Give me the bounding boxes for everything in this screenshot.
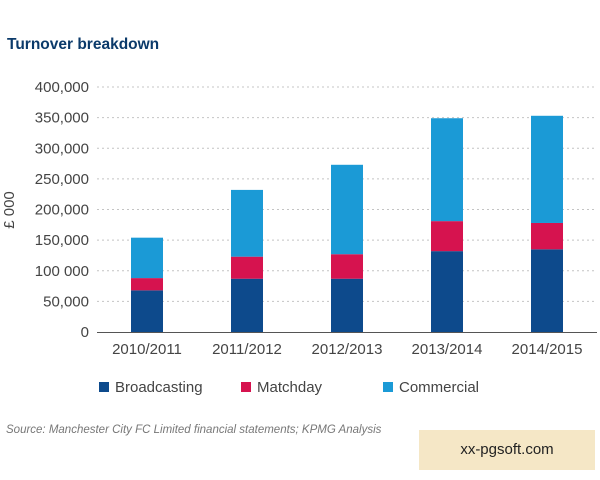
bar-segment-commercial bbox=[531, 115, 563, 223]
y-tick-label: 400,000 bbox=[35, 79, 89, 96]
y-tick-label: 300,000 bbox=[35, 140, 89, 157]
y-tick-label: 250,000 bbox=[35, 171, 89, 188]
legend: Broadcasting Matchday Commercial bbox=[99, 379, 479, 396]
chart-title: Turnover breakdown bbox=[7, 36, 160, 53]
bar-segment-matchday bbox=[131, 278, 163, 291]
bar-segment-commercial bbox=[331, 164, 363, 255]
y-tick-label: 200,000 bbox=[35, 202, 89, 219]
bars bbox=[131, 115, 563, 332]
y-tick-label: 350,000 bbox=[35, 110, 89, 127]
legend-label-commercial: Commercial bbox=[399, 379, 479, 396]
bar-segment-matchday bbox=[331, 254, 363, 279]
watermark: xx-pgsoft.com bbox=[419, 430, 595, 470]
x-tick-label: 2014/2015 bbox=[512, 341, 583, 358]
bar-segment-commercial bbox=[131, 237, 163, 279]
x-tick-label: 2013/2014 bbox=[412, 341, 483, 358]
y-axis-label: £ 000 bbox=[1, 191, 18, 229]
bar-segment-matchday bbox=[231, 256, 263, 279]
bar-segment-broadcasting bbox=[131, 290, 163, 332]
legend-swatch-commercial bbox=[383, 382, 393, 392]
legend-label-broadcasting: Broadcasting bbox=[115, 379, 203, 396]
x-tick-label: 2010/2011 bbox=[112, 341, 182, 358]
bar-segment-commercial bbox=[431, 118, 463, 222]
x-tick-label: 2011/2012 bbox=[212, 341, 282, 358]
source-note: Source: Manchester City FC Limited finan… bbox=[6, 424, 382, 436]
bar-segment-commercial bbox=[231, 189, 263, 257]
x-tick-labels: 2010/2011 2011/2012 2012/2013 2013/2014 2014… bbox=[112, 341, 582, 358]
x-tick-label: 2012/2013 bbox=[312, 341, 383, 358]
legend-swatch-matchday bbox=[241, 382, 251, 392]
y-tick-label: 100 000 bbox=[35, 263, 89, 280]
y-tick-label: 150,000 bbox=[35, 232, 89, 249]
y-tick-label: 0 bbox=[81, 324, 89, 341]
legend-label-matchday: Matchday bbox=[257, 379, 323, 396]
bar-segment-matchday bbox=[431, 221, 463, 252]
y-tick-labels: 0 50,000 100 000 150,000 200,000 250,000 300,0… bbox=[35, 79, 89, 341]
bar-segment-matchday bbox=[531, 222, 563, 250]
bar-segment-broadcasting bbox=[531, 249, 563, 332]
bar-segment-broadcasting bbox=[231, 278, 263, 332]
y-tick-label: 50,000 bbox=[43, 293, 89, 310]
legend-swatch-broadcasting bbox=[99, 382, 109, 392]
bar-segment-broadcasting bbox=[431, 251, 463, 332]
bar-segment-broadcasting bbox=[331, 278, 363, 332]
turnover-chart: 0 50,000 100 000 150,000 200,000 250,000 300,0… bbox=[1, 79, 597, 396]
